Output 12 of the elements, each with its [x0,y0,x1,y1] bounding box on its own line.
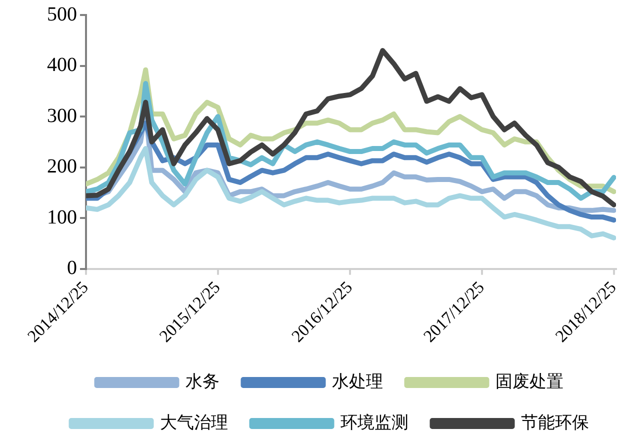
y-tick-label: 400 [47,54,77,76]
legend-label: 节能环保 [520,412,589,432]
legend-label: 水务 [185,372,220,391]
y-tick-label: 300 [47,104,77,127]
y-tick-label: 0 [67,257,77,280]
legend-label: 大气治理 [160,412,228,432]
legend-label: 固废处置 [495,372,564,391]
legend-label: 环境监测 [340,412,408,432]
legend-label: 水处理 [332,372,383,391]
y-tick-label: 200 [47,156,77,178]
y-tick-label: 500 [47,3,77,26]
y-tick-label: 100 [47,206,77,228]
